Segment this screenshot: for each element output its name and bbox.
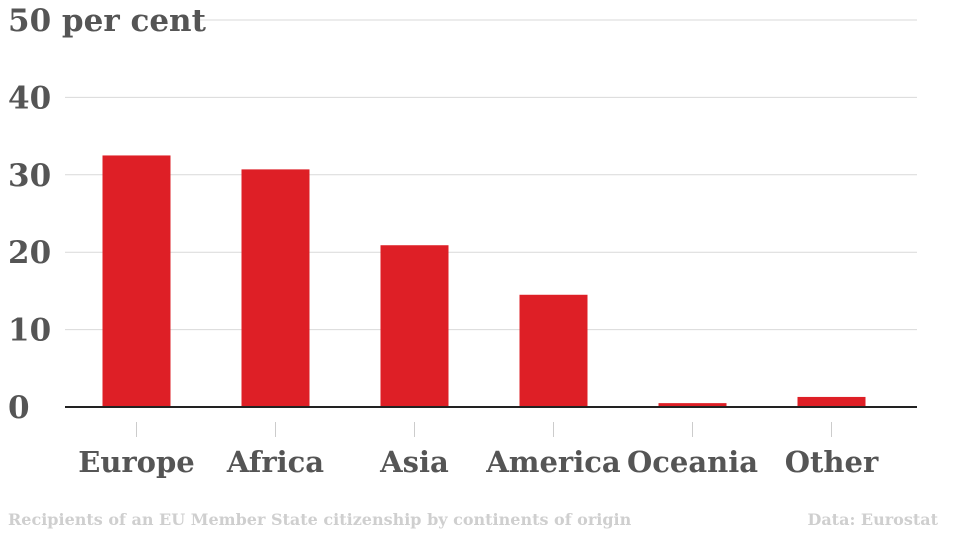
x-label-europe: Europe <box>78 445 195 479</box>
x-label-oceania: Oceania <box>627 445 758 479</box>
x-label-africa: Africa <box>226 445 324 479</box>
bar-africa <box>241 169 310 407</box>
y-tick-label-10: 10 <box>8 313 51 349</box>
y-tick-label-20: 20 <box>8 235 51 271</box>
y-tick-label-50: 50 per cent <box>8 3 207 39</box>
x-label-other: Other <box>785 445 879 479</box>
bar-europe <box>102 155 171 407</box>
data-source: Data: Eurostat <box>807 510 938 529</box>
bar-oceania <box>658 403 727 407</box>
x-label-america: America <box>485 445 621 479</box>
bars-layer <box>102 155 866 407</box>
y-tick-labels: 0 10 20 30 40 50 per cent <box>8 3 207 426</box>
chart-caption: Recipients of an EU Member State citizen… <box>8 510 632 529</box>
bar-other <box>797 396 866 407</box>
x-label-asia: Asia <box>379 445 449 479</box>
y-tick-label-0: 0 <box>8 390 30 426</box>
x-category-labels: Europe Africa Asia America Oceania Other <box>78 422 879 479</box>
bar-asia <box>380 245 449 407</box>
grid-layer <box>65 19 917 331</box>
bar-america <box>519 294 588 407</box>
y-tick-label-40: 40 <box>8 80 51 116</box>
y-tick-label-30: 30 <box>8 158 51 194</box>
